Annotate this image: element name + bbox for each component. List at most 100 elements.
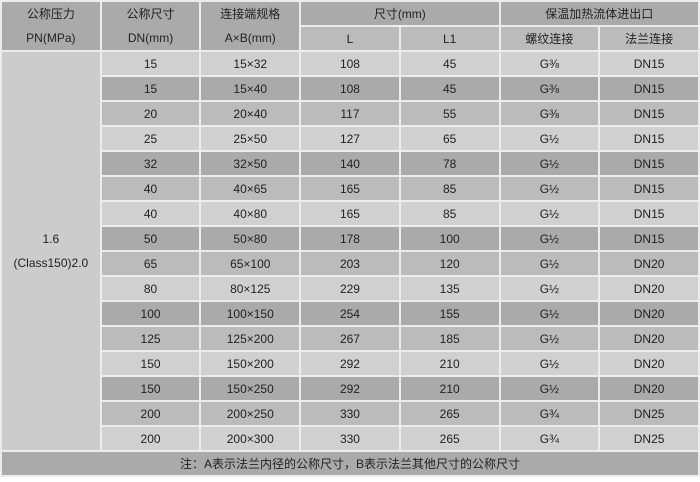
header-nominal-unit: DN(mm) bbox=[127, 31, 174, 45]
cell-dn: 40 bbox=[99, 200, 202, 227]
header-l: L bbox=[299, 25, 401, 52]
cell-l: 140 bbox=[299, 150, 401, 177]
cell-l: 292 bbox=[299, 375, 401, 402]
header-heating: 保温加热流体进出口 bbox=[498, 0, 700, 27]
cell-thread: G½ bbox=[498, 200, 601, 227]
table-row: 50 50×80 178 100 G½ DN15 bbox=[1, 225, 700, 252]
cell-connection: 15×40 bbox=[199, 75, 302, 102]
cell-l1: 45 bbox=[398, 50, 501, 77]
cell-l: 292 bbox=[299, 350, 401, 377]
cell-connection: 40×65 bbox=[199, 175, 302, 202]
cell-connection: 20×40 bbox=[199, 100, 302, 127]
cell-connection: 150×200 bbox=[199, 350, 302, 377]
cell-thread: G⅜ bbox=[498, 75, 601, 102]
cell-dn: 40 bbox=[99, 175, 202, 202]
cell-thread: G½ bbox=[498, 225, 601, 252]
cell-dn: 50 bbox=[99, 225, 202, 252]
cell-dn: 100 bbox=[99, 300, 202, 327]
header-nominal: 公称尺寸 DN(mm) bbox=[99, 0, 202, 52]
header-l1: L1 bbox=[398, 25, 501, 52]
cell-flange: DN20 bbox=[598, 300, 700, 327]
table-row: 40 40×65 165 85 G½ DN15 bbox=[1, 175, 700, 202]
cell-dn: 65 bbox=[99, 250, 202, 277]
pressure-value: 1.6 bbox=[42, 232, 60, 246]
cell-thread: G½ bbox=[498, 275, 601, 302]
header-connection-unit: A×B(mm) bbox=[224, 31, 276, 45]
table-row: 100 100×150 254 155 G½ DN20 bbox=[1, 300, 700, 327]
cell-l1: 210 bbox=[398, 375, 501, 402]
cell-dn: 150 bbox=[99, 350, 202, 377]
cell-thread: G⅜ bbox=[498, 50, 601, 77]
cell-dn: 125 bbox=[99, 325, 202, 352]
table-row: 150 150×250 292 210 G½ DN20 bbox=[1, 375, 700, 402]
cell-l: 178 bbox=[299, 225, 401, 252]
cell-flange: DN15 bbox=[598, 75, 700, 102]
cell-dn: 150 bbox=[99, 375, 202, 402]
cell-flange: DN15 bbox=[598, 200, 700, 227]
cell-l1: 210 bbox=[398, 350, 501, 377]
cell-connection: 150×250 bbox=[199, 375, 302, 402]
cell-l: 254 bbox=[299, 300, 401, 327]
header-connection: 连接端规格 A×B(mm) bbox=[199, 0, 302, 52]
cell-flange: DN20 bbox=[598, 350, 700, 377]
cell-thread: G¾ bbox=[498, 425, 601, 452]
table-row: 40 40×80 165 85 G½ DN15 bbox=[1, 200, 700, 227]
header-size: 尺寸(mm) bbox=[299, 0, 501, 27]
cell-flange: DN15 bbox=[598, 150, 700, 177]
cell-l1: 65 bbox=[398, 125, 501, 152]
cell-connection: 80×125 bbox=[199, 275, 302, 302]
cell-l: 267 bbox=[299, 325, 401, 352]
table-row: 200 200×300 330 265 G¾ DN25 bbox=[1, 425, 700, 452]
cell-connection: 200×300 bbox=[199, 425, 302, 452]
table-row: 20 20×40 117 55 G⅜ DN15 bbox=[1, 100, 700, 127]
cell-l: 330 bbox=[299, 425, 401, 452]
cell-l: 229 bbox=[299, 275, 401, 302]
cell-l: 330 bbox=[299, 400, 401, 427]
table-row: 80 80×125 229 135 G½ DN20 bbox=[1, 275, 700, 302]
cell-l: 108 bbox=[299, 50, 401, 77]
cell-connection: 200×250 bbox=[199, 400, 302, 427]
cell-dn: 20 bbox=[99, 100, 202, 127]
cell-dn: 25 bbox=[99, 125, 202, 152]
cell-l1: 100 bbox=[398, 225, 501, 252]
header-thread: 螺纹连接 bbox=[498, 25, 601, 52]
table-row: 150 150×200 292 210 G½ DN20 bbox=[1, 350, 700, 377]
cell-l: 127 bbox=[299, 125, 401, 152]
cell-thread: G½ bbox=[498, 300, 601, 327]
table-row: 200 200×250 330 265 G¾ DN25 bbox=[1, 400, 700, 427]
cell-l: 108 bbox=[299, 75, 401, 102]
header-nominal-label: 公称尺寸 bbox=[126, 7, 175, 21]
cell-l: 165 bbox=[299, 175, 401, 202]
header-pressure-label: 公称压力 bbox=[26, 7, 75, 21]
header-pressure-unit: PN(MPa) bbox=[26, 31, 76, 45]
cell-l1: 45 bbox=[398, 75, 501, 102]
cell-connection: 32×50 bbox=[199, 150, 302, 177]
cell-thread: G½ bbox=[498, 250, 601, 277]
cell-flange: DN15 bbox=[598, 100, 700, 127]
cell-l1: 85 bbox=[398, 175, 501, 202]
cell-l1: 265 bbox=[398, 425, 501, 452]
cell-dn: 15 bbox=[99, 50, 202, 77]
cell-thread: G½ bbox=[498, 375, 601, 402]
cell-l: 165 bbox=[299, 200, 401, 227]
cell-flange: DN15 bbox=[598, 125, 700, 152]
cell-thread: G⅜ bbox=[498, 100, 601, 127]
cell-dn: 15 bbox=[99, 75, 202, 102]
cell-dn: 200 bbox=[99, 425, 202, 452]
table-note: 注：A表示法兰内径的公称尺寸，B表示法兰其他尺寸的公称尺寸 bbox=[0, 450, 700, 477]
cell-flange: DN15 bbox=[598, 50, 700, 77]
header-pressure: 公称压力 PN(MPa) bbox=[0, 0, 102, 52]
cell-flange: DN20 bbox=[598, 275, 700, 302]
cell-l: 117 bbox=[299, 100, 401, 127]
pressure-class: (Class150)2.0 bbox=[13, 256, 89, 270]
cell-connection: 15×32 bbox=[199, 50, 302, 77]
cell-thread: G½ bbox=[498, 150, 601, 177]
header-flange: 法兰连接 bbox=[598, 25, 700, 52]
cell-dn: 32 bbox=[99, 150, 202, 177]
cell-flange: DN15 bbox=[598, 225, 700, 252]
cell-l1: 135 bbox=[398, 275, 501, 302]
cell-flange: DN25 bbox=[598, 425, 700, 452]
cell-connection: 65×100 bbox=[199, 250, 302, 277]
cell-dn: 80 bbox=[99, 275, 202, 302]
